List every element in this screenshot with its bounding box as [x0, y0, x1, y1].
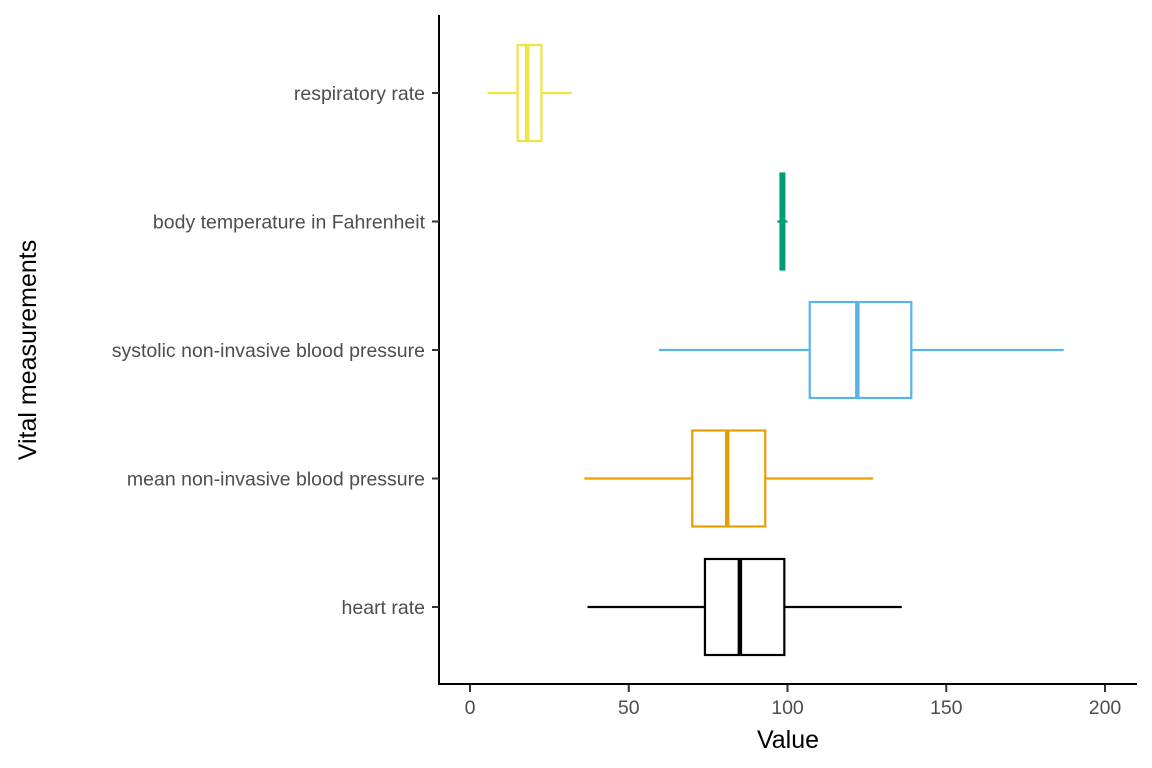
- box-iqr: [703, 557, 786, 657]
- x-tick-label: 0: [465, 697, 476, 719]
- y-tick-label: systolic non-invasive blood pressure: [112, 340, 425, 362]
- y-tick-label: respiratory rate: [294, 83, 425, 105]
- x-tick-label: 100: [771, 697, 804, 719]
- box-iqr: [808, 300, 913, 400]
- y-axis-ticks: respiratory rate body temperature in Fahr…: [112, 83, 439, 619]
- y-tick-label: heart rate: [342, 597, 425, 619]
- box-systolic-non-invasive-blood-pressure: [658, 300, 1064, 400]
- box-respiratory-rate: [487, 43, 572, 143]
- x-tick-label: 200: [1089, 697, 1122, 719]
- plot-area: respiratory rate body temperature in Fahr…: [112, 15, 1137, 719]
- y-tick-label: mean non-invasive blood pressure: [127, 469, 425, 491]
- box-heart-rate: [587, 557, 902, 657]
- x-axis-title: Value: [757, 726, 819, 754]
- box-mean-non-invasive-blood-pressure: [584, 429, 874, 528]
- box-body-temperature-in-Fahrenheit: [777, 172, 788, 271]
- x-tick-label: 150: [930, 697, 963, 719]
- y-axis-title: Vital measurements: [14, 240, 42, 460]
- box-series-group: [487, 43, 1064, 657]
- x-tick-label: 50: [618, 697, 640, 719]
- box-iqr: [516, 43, 543, 143]
- x-axis-ticks: 0 50 100 150 200: [465, 685, 1122, 719]
- y-tick-label: body temperature in Fahrenheit: [153, 212, 426, 234]
